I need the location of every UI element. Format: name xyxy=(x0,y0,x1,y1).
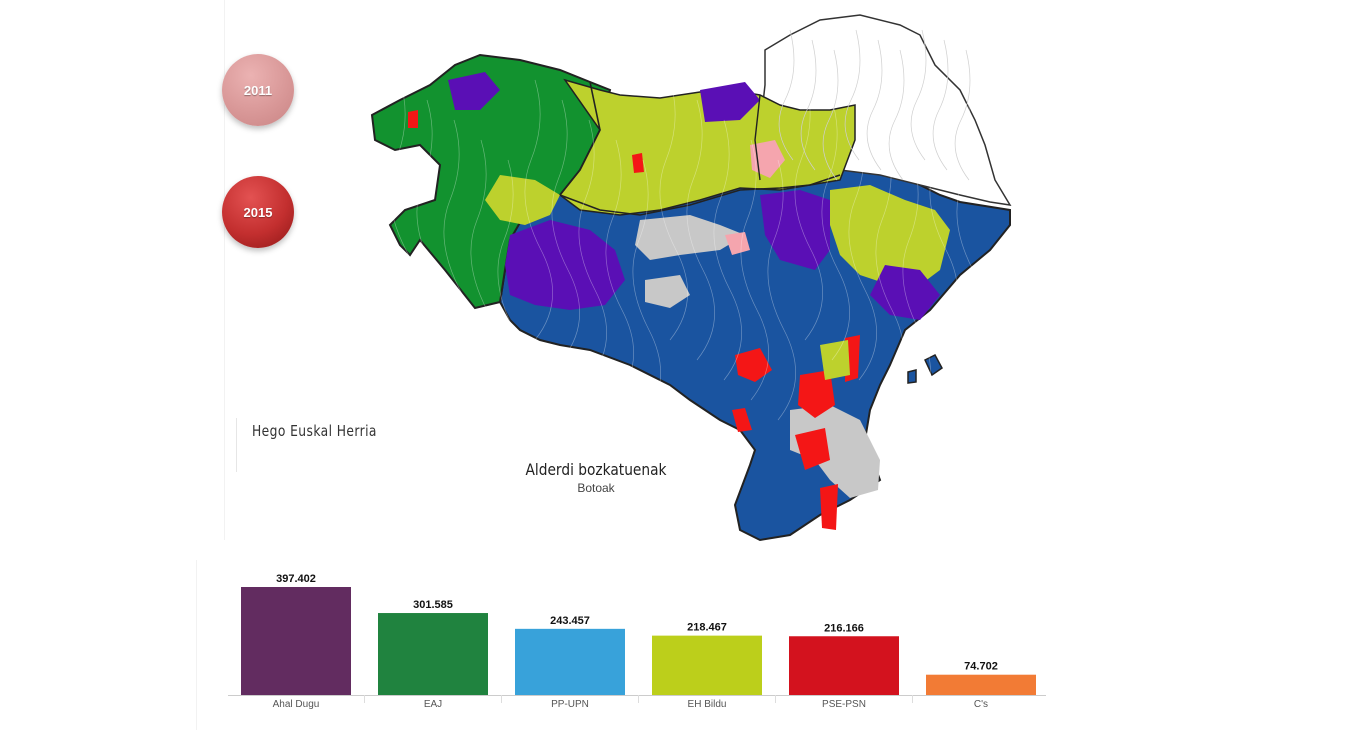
internal-border-2 xyxy=(559,81,601,196)
category-label: PSE-PSN xyxy=(822,699,866,710)
municipality-borders xyxy=(389,79,986,421)
region-ahal-dugu-coast xyxy=(700,82,760,122)
bar-pse-psn[interactable] xyxy=(789,636,899,695)
iparralde-municipality-borders xyxy=(778,29,971,181)
region-pse-psn-6 xyxy=(732,408,752,432)
region-eh-bildu xyxy=(558,78,856,216)
chart-panel-edge xyxy=(196,560,197,730)
region-pp-upn-island-1 xyxy=(924,354,943,377)
category-label: Ahal Dugu xyxy=(273,699,320,710)
election-map[interactable] xyxy=(360,10,1040,550)
region-pse-psn-4 xyxy=(795,428,830,470)
year-2015-button[interactable]: 2015 xyxy=(222,176,294,248)
map-title: Alderdi bozkatuenak xyxy=(525,460,667,479)
bar-pp-upn[interactable] xyxy=(515,628,625,695)
region-pse-psn-8 xyxy=(632,153,644,173)
internal-border-3 xyxy=(754,94,761,181)
map-subtitle: Botoak xyxy=(577,481,615,495)
region-no-data-central xyxy=(635,215,745,260)
category-label: C's xyxy=(974,699,988,710)
bar-value-label: 216.166 xyxy=(824,622,864,634)
bar-value-label: 243.457 xyxy=(550,615,590,627)
bar-eaj[interactable] xyxy=(378,613,488,695)
region-pink-2 xyxy=(725,232,750,255)
title-divider xyxy=(236,418,237,472)
category-label: EAJ xyxy=(424,699,442,710)
bar-value-label: 397.402 xyxy=(276,573,316,585)
bar-value-label: 218.467 xyxy=(687,622,727,634)
category-label: EH Bildu xyxy=(688,699,727,710)
region-eaj xyxy=(370,53,612,310)
bar-value-label: 74.702 xyxy=(964,661,998,673)
internal-border-1 xyxy=(559,174,841,216)
region-no-data-south xyxy=(790,405,880,498)
region-eh-bildu-east xyxy=(830,185,950,285)
region-title: Hego Euskal Herria xyxy=(252,422,377,440)
region-pse-psn-5 xyxy=(820,484,838,530)
bar-c-s[interactable] xyxy=(926,674,1036,695)
region-ahal-dugu-east xyxy=(870,265,940,320)
region-no-data-west xyxy=(645,275,690,308)
region-ahal-dugu-central xyxy=(760,190,830,270)
bar-ahal-dugu[interactable] xyxy=(241,587,351,695)
year-2011-button[interactable]: 2011 xyxy=(222,54,294,126)
panel-edge-left xyxy=(224,0,225,540)
region-ahal-dugu-north xyxy=(448,72,500,110)
region-pp-upn-island-2 xyxy=(907,369,917,384)
bar-eh-bildu[interactable] xyxy=(652,635,762,695)
votes-bar-chart: 397.402 Ahal Dugu 301.585 EAJ 243.457 PP-UPN 2… xyxy=(228,573,1046,710)
category-label: PP-UPN xyxy=(551,699,589,710)
region-pse-psn-7 xyxy=(408,110,418,128)
region-pse-psn-1 xyxy=(735,348,772,382)
region-ahal-dugu-south xyxy=(505,220,625,310)
region-eh-bildu-west xyxy=(485,175,560,225)
region-eh-bildu-south xyxy=(820,340,850,380)
region-pse-psn-2 xyxy=(798,370,835,418)
bar-value-label: 301.585 xyxy=(413,599,453,611)
